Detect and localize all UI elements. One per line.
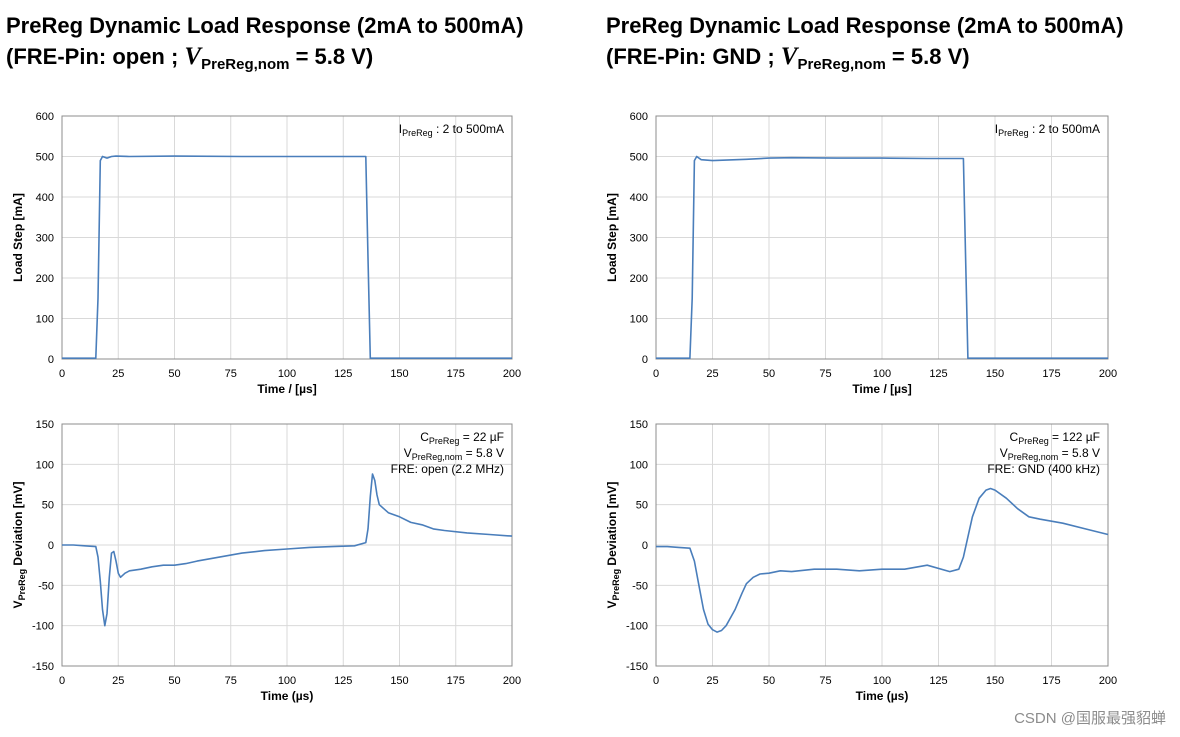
annotation-line: VPreReg,nom = 5.8 V: [404, 446, 504, 462]
x-tick-label: 75: [225, 675, 237, 687]
y-tick-label: 500: [630, 152, 648, 164]
y-tick-label: 200: [36, 273, 54, 285]
x-tick-label: 175: [1042, 675, 1060, 687]
y-tick-label: 100: [630, 459, 648, 471]
y-tick-label: 50: [42, 500, 54, 512]
series-line: [656, 487, 1109, 633]
x-tick-label: 0: [59, 368, 65, 380]
y-tick-label: 150: [36, 419, 54, 431]
y-tick-label: 50: [636, 500, 648, 512]
x-tick-label: 50: [168, 368, 180, 380]
x-tick-label: 150: [390, 368, 408, 380]
y-tick-label: 0: [48, 354, 54, 366]
y-tick-label: -150: [626, 661, 648, 673]
chart-dev-right: 0 25 50 75 100 125 150 175 200 -150 -100 -50 0 50 100 1…: [605, 419, 1117, 703]
y-tick-label: 600: [630, 111, 648, 123]
x-tick-label: 50: [763, 675, 775, 687]
x-tick-label: 25: [112, 368, 124, 380]
series-line: [62, 155, 512, 359]
y-tick-label: 300: [36, 233, 54, 245]
x-tick-label: 175: [447, 675, 465, 687]
y-tick-label: -100: [626, 621, 648, 633]
y-tick-label: 600: [36, 111, 54, 123]
annotation-line: CPreReg = 22 µF: [420, 430, 504, 446]
watermark: CSDN @国服最强貂蝉: [1014, 710, 1166, 727]
x-tick-label: 175: [1042, 368, 1060, 380]
left-panel-title: PreReg Dynamic Load Response (2mA to 500…: [6, 10, 524, 75]
plot-frame: [655, 115, 1109, 360]
y-tick-label: 100: [36, 459, 54, 471]
y-tick-label: 200: [630, 273, 648, 285]
series-line: [62, 473, 513, 627]
x-axis-title: Time / [µs]: [257, 382, 316, 396]
x-tick-label: 200: [1099, 675, 1117, 687]
y-tick-label: 0: [642, 354, 648, 366]
y-tick-label: 100: [36, 314, 54, 326]
series-line: [656, 155, 1108, 359]
annotation-line: FRE: GND (400 kHz): [987, 462, 1100, 476]
annotation-line: VPreReg,nom = 5.8 V: [1000, 446, 1100, 462]
y-tick-label: 150: [630, 419, 648, 431]
y-tick-label: 0: [642, 540, 648, 552]
y-tick-label: -50: [38, 580, 54, 592]
y-axis-title: Load Step [mA]: [11, 193, 25, 282]
plot-frame: [655, 423, 1109, 667]
y-tick-label: 0: [48, 540, 54, 552]
x-tick-label: 0: [59, 675, 65, 687]
x-tick-label: 75: [819, 368, 831, 380]
x-tick-label: 200: [503, 675, 521, 687]
right-title-line1: PreReg Dynamic Load Response (2mA to 500…: [606, 13, 1124, 38]
x-tick-label: 200: [1099, 368, 1117, 380]
left-title-line1: PreReg Dynamic Load Response (2mA to 500…: [6, 13, 524, 38]
annotation-line: CPreReg = 122 µF: [1010, 430, 1100, 446]
x-tick-label: 150: [986, 368, 1004, 380]
annotation-line: IPreReg : 2 to 500mA: [399, 122, 504, 138]
x-tick-label: 75: [225, 368, 237, 380]
x-axis-title: Time (µs): [856, 689, 909, 703]
y-axis-title: VPreReg Deviation [mV]: [11, 482, 27, 609]
y-axis-title: Load Step [mA]: [605, 193, 619, 282]
x-tick-label: 200: [503, 368, 521, 380]
plot-frame: [61, 115, 513, 360]
annotation-line: IPreReg : 2 to 500mA: [995, 122, 1100, 138]
y-tick-label: 400: [630, 192, 648, 204]
x-tick-label: 150: [390, 675, 408, 687]
chart-dev-left: 0 25 50 75 100 125 150 175 200 -150 -100 -50 0 50 100 1…: [11, 419, 521, 703]
x-tick-label: 100: [873, 368, 891, 380]
x-tick-label: 100: [278, 675, 296, 687]
x-axis-title: Time / [µs]: [852, 382, 911, 396]
annotation-line: FRE: open (2.2 MHz): [391, 462, 504, 476]
y-tick-label: 300: [630, 233, 648, 245]
x-tick-label: 50: [763, 368, 775, 380]
x-tick-label: 25: [112, 675, 124, 687]
x-tick-label: 75: [819, 675, 831, 687]
y-tick-label: -50: [632, 580, 648, 592]
y-axis-title: VPreReg Deviation [mV]: [605, 482, 621, 609]
right-panel-title: PreReg Dynamic Load Response (2mA to 500…: [606, 10, 1124, 75]
x-tick-label: 0: [653, 675, 659, 687]
x-tick-label: 175: [447, 368, 465, 380]
x-tick-label: 100: [278, 368, 296, 380]
x-tick-label: 100: [873, 675, 891, 687]
x-tick-label: 125: [929, 675, 947, 687]
right-title-line2: (FRE-Pin: GND ; VPreReg,nom = 5.8 V): [606, 43, 970, 73]
x-tick-label: 125: [334, 368, 352, 380]
y-tick-label: -100: [32, 621, 54, 633]
x-tick-label: 150: [986, 675, 1004, 687]
chart-load-left: 0 25 50 75 100 125 150 175 200 0 100 200 300 400 500 60…: [11, 111, 521, 396]
y-tick-label: 500: [36, 152, 54, 164]
y-tick-label: -150: [32, 661, 54, 673]
x-tick-label: 25: [706, 675, 718, 687]
chart-load-right: 0 25 50 75 100 125 150 175 200 0 100 200 300 400 500 60…: [605, 111, 1117, 396]
x-axis-title: Time (µs): [261, 689, 314, 703]
x-tick-label: 125: [929, 368, 947, 380]
y-tick-label: 100: [630, 314, 648, 326]
x-tick-label: 50: [168, 675, 180, 687]
x-tick-label: 0: [653, 368, 659, 380]
y-tick-label: 400: [36, 192, 54, 204]
left-title-line2: (FRE-Pin: open ; VPreReg,nom = 5.8 V): [6, 43, 374, 73]
x-tick-label: 25: [706, 368, 718, 380]
x-tick-label: 125: [334, 675, 352, 687]
